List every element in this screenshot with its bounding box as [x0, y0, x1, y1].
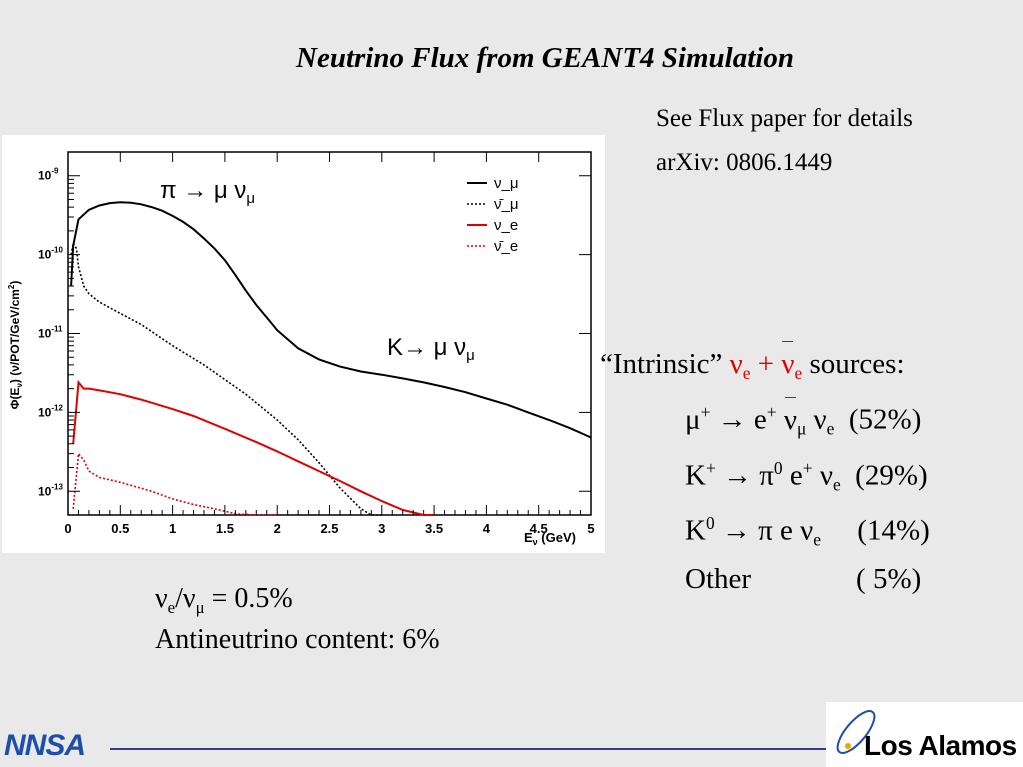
x-tick-label: 3.5 — [425, 521, 443, 536]
intrinsic-heading: “Intrinsic” νe + νe sources: — [600, 341, 930, 393]
y-tick-label: 10-13 — [38, 482, 63, 498]
x-tick-label: 1.5 — [216, 521, 234, 536]
source-row-kzero: K0 → π e νe (14%) — [685, 513, 930, 550]
x-tick-label: 0.5 — [111, 521, 129, 536]
y-axis-label: Φ(Eν) (ν/POT/GeV/cm2) — [7, 281, 24, 410]
antineutrino-content: Antineutrino content: 6% — [155, 624, 440, 655]
source-row-other: Other( 5%) — [685, 562, 922, 595]
curves-layer — [70, 201, 592, 516]
arxiv-reference: arXiv: 0806.1449 — [656, 149, 833, 176]
annotation-pion: π → μ νμ — [160, 177, 255, 207]
annotation-kaon: K→ μ νμ — [387, 334, 475, 364]
x-tick-label: 4.5 — [530, 521, 548, 536]
series-line-1 — [70, 240, 382, 516]
x-tick-label: 3 — [378, 521, 385, 536]
x-tick-label: 5 — [587, 521, 594, 536]
y-tick-label: 10-11 — [38, 325, 63, 341]
y-tick-label: 10-10 — [38, 246, 63, 262]
source-row-kplus: K+ → π0 e+ νe (29%) — [685, 457, 928, 495]
legend-label-0: ν_μ — [494, 175, 519, 192]
slide-title: Neutrino Flux from GEANT4 Simulation — [296, 42, 794, 74]
los-alamos-logo: Los Alamos — [826, 702, 1023, 767]
x-tick-label: 2.5 — [320, 521, 338, 536]
series-line-3 — [72, 451, 278, 516]
nnsa-logo: NNSA — [4, 729, 86, 762]
plot-frame — [67, 151, 592, 516]
series-line-0 — [70, 201, 592, 439]
intrinsic-sources-block: “Intrinsic” νe + νe sources: μ+ → e+ νμ … — [600, 341, 930, 599]
flux-chart-panel: 0 0.5 1 1.5 2 2.5 3 3.5 4 4.5 5 10-13 10-12 10-11 10-1… — [2, 135, 605, 553]
legend-label-2: ν_e — [494, 217, 518, 234]
atom-icon — [836, 710, 876, 754]
flux-chart: 0 0.5 1 1.5 2 2.5 3 3.5 4 4.5 5 10-13 10-12 10-11 10-1… — [7, 151, 595, 547]
x-tick-label: 0 — [64, 521, 71, 536]
series-line-2 — [72, 379, 435, 516]
x-tick-label: 4 — [483, 521, 491, 536]
x-tick-label: 2 — [274, 521, 281, 536]
x-tick-label: 1 — [169, 521, 176, 536]
y-tick-label: 10-12 — [38, 403, 63, 419]
x-axis-label: Eν (GeV) — [524, 530, 576, 547]
legend: ν_μ ν̄_μ ν_e ν̄_e — [467, 175, 519, 255]
ratio-line: νe/νμ = 0.5% — [155, 583, 293, 617]
source-row-muon: μ+ → e+ νμ νe (52%) — [685, 396, 922, 439]
footer-divider — [110, 748, 830, 750]
flux-paper-note: See Flux paper for details — [656, 105, 913, 132]
legend-label-1: ν̄_μ — [494, 196, 519, 213]
legend-label-3: ν̄_e — [494, 238, 518, 255]
y-tick-label: 10-9 — [38, 167, 59, 183]
